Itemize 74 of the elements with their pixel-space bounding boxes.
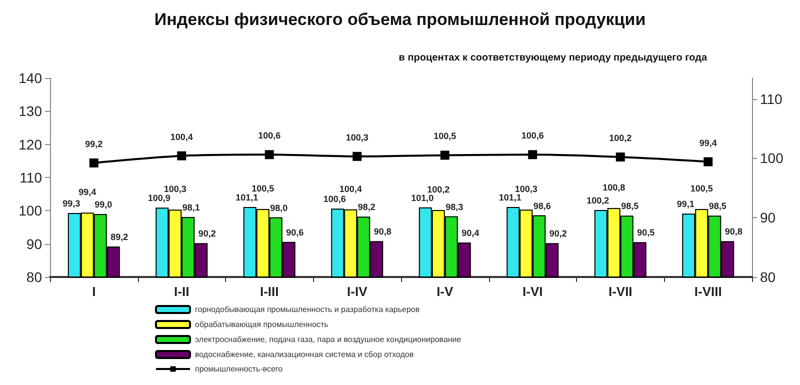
data-label: 100,2: [427, 184, 450, 195]
y-tick-label: 100: [18, 202, 42, 219]
point: [528, 150, 538, 160]
point: [440, 150, 450, 160]
chart-title: Индексы физического объема промышленной продукции: [154, 10, 646, 29]
x-tick-label: I-VI: [522, 284, 543, 299]
data-label: 100,5: [252, 184, 274, 194]
x-tick-label: I-III: [260, 284, 279, 299]
legend-label: горнодобывающая промышленность и разработка карьеров: [195, 305, 420, 314]
y-tick-label: 140: [18, 70, 42, 86]
data-label: 100,5: [690, 184, 713, 194]
point: [264, 150, 274, 160]
data-label: 98,0: [270, 202, 288, 213]
y-tick-label: 130: [18, 103, 42, 120]
y-tick-label: 120: [18, 136, 42, 152]
point: [616, 152, 625, 162]
data-label: 100,6: [521, 130, 544, 141]
data-label: 98,5: [708, 201, 726, 212]
legend-label: промышленность-всего: [195, 364, 284, 374]
data-label: 101,1: [498, 192, 522, 203]
x-tick-label: I: [92, 284, 96, 299]
data-label: 90,4: [462, 228, 480, 238]
data-label: 101,1: [236, 192, 258, 203]
y2-tick-label: 100: [760, 150, 784, 166]
data-label: 100,6: [323, 194, 346, 204]
x-tick-label: I-V: [436, 284, 454, 299]
point: [177, 151, 186, 160]
x-tick-label: I-II: [174, 284, 190, 299]
y-tick-label: 110: [20, 170, 42, 186]
data-label: 100,9: [148, 193, 170, 204]
data-label: 99,3: [62, 198, 80, 208]
data-label: 90,8: [374, 226, 392, 237]
data-label: 98,6: [533, 200, 551, 211]
y-tick-label: 90: [26, 236, 42, 252]
x-tick-label: I-VIII: [694, 284, 722, 299]
data-label: 90,6: [286, 227, 304, 238]
data-label: 90,2: [549, 228, 567, 239]
data-label: 100,3: [164, 184, 186, 194]
data-label: 98,5: [621, 201, 639, 212]
data-label: 98,2: [358, 202, 376, 212]
y2-tick-label: 90: [760, 210, 776, 226]
point: [89, 158, 98, 168]
y-tick-label: 80: [26, 269, 42, 285]
data-label: 100,4: [339, 184, 362, 194]
data-label: 89,2: [110, 232, 128, 242]
y2-tick-label: 80: [760, 269, 776, 285]
data-label: 90,8: [724, 226, 742, 237]
data-label: 100,3: [346, 132, 368, 142]
data-label: 90,2: [198, 228, 216, 239]
data-label: 90,5: [637, 228, 655, 238]
data-label: 98,3: [446, 202, 464, 212]
x-tick-label: I-IV: [347, 284, 368, 299]
data-label: 99,4: [699, 138, 717, 148]
data-label: 99,2: [85, 138, 103, 149]
data-label: 100,3: [514, 184, 538, 194]
data-label: 100,4: [170, 132, 193, 142]
chart-subtitle: в процентах к соответствующему периоду предыдущего года: [398, 52, 708, 64]
data-label: 99,0: [94, 199, 112, 210]
x-tick-label: I-VII: [608, 284, 632, 299]
data-label: 100,5: [434, 131, 456, 142]
data-label: 98,1: [182, 202, 200, 212]
data-label: 100,8: [602, 182, 626, 193]
data-label: 100,2: [609, 133, 632, 144]
legend-label: электроснабжение, подача газа, пара и воздушное кондиционирование: [195, 335, 462, 344]
point: [352, 152, 362, 161]
data-label: 99,4: [78, 187, 96, 198]
data-label: 99,1: [676, 199, 694, 210]
data-label: 100,6: [258, 130, 281, 141]
legend-label: водоснабжение, канализационная система и сбор отходов: [195, 350, 414, 359]
point: [704, 157, 713, 166]
legend-label: обрабатывающая промышленность: [195, 320, 328, 329]
data-label: 100,2: [586, 196, 610, 206]
data-label: 101,0: [411, 192, 434, 203]
y2-tick-label: 110: [760, 90, 783, 107]
